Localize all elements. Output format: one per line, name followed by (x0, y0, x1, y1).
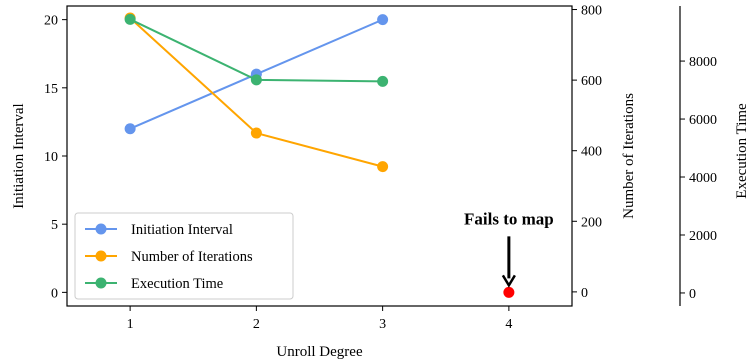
x-tick-label: 1 (127, 317, 134, 332)
right2-tick-label: 6000 (689, 113, 717, 128)
legend-marker (95, 223, 107, 235)
failure-point (503, 286, 515, 298)
legend-marker (95, 277, 107, 289)
right1-tick-label: 0 (581, 286, 588, 301)
legend-marker (95, 250, 107, 262)
legend-box (74, 212, 294, 300)
series-line-2 (129, 17, 383, 168)
right2-tick-label: 0 (689, 287, 696, 302)
series-layer (124, 12, 515, 298)
y-axis-label-right2: Execution Time (734, 103, 750, 199)
y-axis-label-left: Initiation Interval (11, 103, 27, 208)
left-tick-label: 5 (51, 218, 58, 233)
right2-tick-label: 8000 (689, 55, 717, 70)
right2-tick-label: 2000 (689, 229, 717, 244)
x-tick-label: 2 (253, 317, 260, 332)
legend-entry: Initiation Interval (131, 222, 233, 238)
x-axis-label: Unroll Degree (276, 344, 363, 360)
series-2-point (250, 127, 262, 139)
left-tick-label: 20 (44, 14, 58, 29)
legend-entry: Execution Time (131, 276, 223, 292)
annotation-layer: Fails to map (464, 209, 554, 288)
right1-tick-label: 400 (581, 145, 602, 160)
right2-tick-label: 4000 (689, 171, 717, 186)
series-3-point (124, 13, 136, 25)
x-tick-label: 4 (505, 317, 512, 332)
axes-layer: 1 2 3 4051015200200400600800020004000600080… (44, 4, 717, 332)
right1-tick-label: 800 (581, 4, 602, 19)
y-axis-label-right1: Number of Iterations (621, 93, 637, 219)
right1-tick-label: 200 (581, 215, 602, 230)
fails-to-map-annotation: Fails to map (464, 209, 554, 228)
left-tick-label: 15 (44, 82, 58, 97)
legend-entry: Number of Iterations (131, 249, 253, 265)
left-tick-label: 10 (44, 150, 58, 165)
right1-tick-label: 600 (581, 74, 602, 89)
series-1-point (124, 123, 136, 135)
series-3-point (250, 74, 262, 86)
series-3-point (377, 75, 389, 87)
left-tick-label: 0 (51, 286, 58, 301)
annotation-arrowhead (501, 274, 516, 288)
series-2-point (377, 161, 389, 173)
x-tick-label: 3 (379, 317, 386, 332)
legend: Initiation Interval Number of Iterations E… (74, 212, 294, 300)
series-1-point (377, 14, 389, 26)
